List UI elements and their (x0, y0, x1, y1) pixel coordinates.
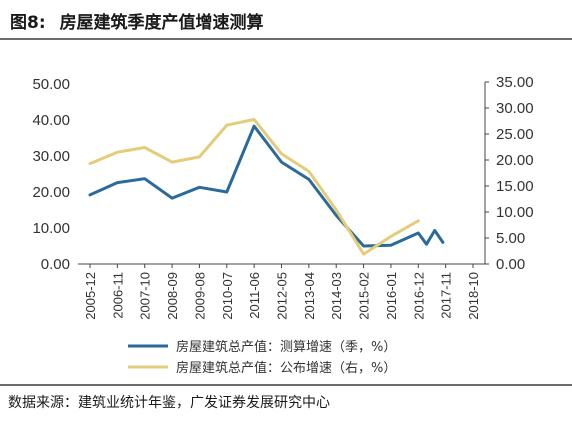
legend: 房屋建筑总产值：测算增速（季，%） 房屋建筑总产值：公布增速（右，%） (128, 339, 396, 376)
left-tick-label: 30.00 (32, 148, 70, 165)
x-tick-label: 2017-11 (439, 272, 454, 319)
right-tick-label: 15.00 (496, 178, 534, 195)
figure-title: 图8: 房屋建筑季度产值增速测算 (10, 8, 264, 33)
left-tick-label: 40.00 (32, 112, 70, 129)
right-tick-label: 35.00 (496, 74, 534, 91)
left-axis: 0.00 10.00 20.00 30.00 40.00 50.00 (32, 76, 70, 273)
x-tick-label: 2016-01 (384, 272, 399, 320)
x-tick-label: 2009-08 (192, 272, 207, 320)
right-tick-label: 5.00 (496, 230, 525, 247)
right-axis: 0.00 5.00 10.00 15.00 20.00 25.00 30.00 35.00 (484, 74, 534, 273)
x-tick-label: 2008-09 (165, 272, 180, 320)
right-tick-label: 25.00 (496, 126, 534, 143)
left-tick-label: 0.00 (41, 256, 70, 273)
x-tick-label: 2012-05 (275, 272, 290, 320)
right-tick-label: 30.00 (496, 100, 534, 117)
x-tick-label: 2018-10 (466, 272, 481, 320)
left-tick-label: 20.00 (32, 184, 70, 201)
legend-label-published: 房屋建筑总产值：公布增速（右，%） (176, 360, 396, 376)
figure-header: 图8: 房屋建筑季度产值增速测算 (0, 0, 572, 40)
header-rule (0, 38, 572, 40)
series-line-published (88, 117, 420, 256)
series-layer (88, 117, 445, 256)
legend-label-measured: 房屋建筑总产值：测算增速（季，%） (176, 339, 396, 355)
x-tick-label: 2011-06 (247, 272, 262, 319)
footer-rule (0, 384, 572, 386)
left-tick-label: 50.00 (32, 76, 70, 93)
x-tick-label: 2013-04 (302, 272, 317, 320)
right-tick-label: 0.00 (496, 256, 525, 273)
x-axis: 2005-12 2006-11 2007-10 2008-09 2009-08 2010-… (78, 263, 485, 320)
line-chart: 0.00 10.00 20.00 30.00 40.00 50.00 0.00 5.00 10… (32, 74, 534, 376)
x-tick-label: 2005-12 (83, 272, 98, 320)
figure-label: 图8: (10, 13, 46, 33)
x-tick-label: 2010-07 (220, 272, 235, 320)
x-tick-label: 2015-02 (357, 272, 372, 320)
x-tick-label: 2007-10 (138, 272, 153, 320)
x-tick-label: 2014-03 (329, 272, 344, 320)
source-note: 数据来源：建筑业统计年鉴，广发证券发展研究中心 (8, 395, 330, 411)
x-tick-label: 2016-12 (411, 272, 426, 320)
right-tick-label: 20.00 (496, 152, 534, 169)
figure-title-text: 房屋建筑季度产值增速测算 (59, 13, 264, 33)
left-tick-label: 10.00 (32, 220, 70, 237)
right-tick-label: 10.00 (496, 204, 534, 221)
x-tick-label: 2006-11 (110, 272, 125, 319)
series-line-measured (88, 124, 445, 248)
